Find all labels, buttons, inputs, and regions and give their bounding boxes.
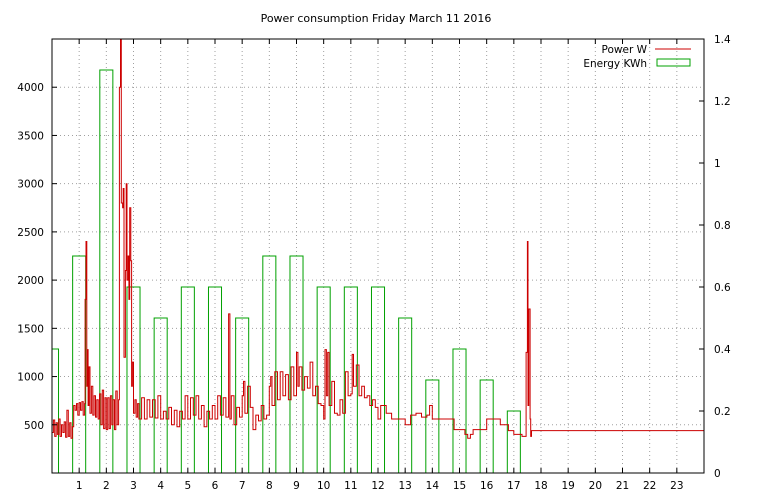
x-tick-label: 7: [239, 480, 246, 492]
y2-tick-label: 1.4: [714, 34, 731, 46]
x-tick-label: 2: [103, 480, 110, 492]
y-tick-label: 4000: [17, 82, 44, 94]
legend: Power W Energy KWh: [583, 44, 691, 70]
x-tick-label: 12: [371, 480, 384, 492]
x-tick-label: 19: [561, 480, 574, 492]
axes: 1 2 3 4 5 6 7 8 9 10 11 12 13 14 15 16 17 18 19 20 21 22 23500…: [17, 34, 731, 492]
energy-bar: [51, 348, 60, 474]
x-tick-label: 20: [589, 480, 602, 492]
y2-tick-label: 0.8: [714, 220, 731, 232]
y-tick-label: 2500: [17, 227, 44, 239]
energy-bar: [72, 255, 87, 474]
x-tick-label: 8: [266, 480, 273, 492]
x-tick-label: 4: [157, 480, 164, 492]
y2-tick-label: 0.6: [714, 282, 731, 294]
y-tick-label: 1000: [17, 372, 44, 384]
x-tick-label: 9: [293, 480, 300, 492]
y2-tick-label: 0.4: [714, 344, 731, 356]
x-tick-label: 6: [212, 480, 219, 492]
energy-bar: [262, 255, 277, 474]
y-tick-label: 500: [24, 420, 44, 432]
y2-tick-label: 0: [714, 468, 721, 480]
power-line-layer: [52, 38, 704, 439]
x-tick-label: 11: [344, 480, 357, 492]
y2-tick-label: 1: [714, 158, 721, 170]
legend-swatch-energy: [656, 58, 691, 67]
y2-tick-label: 1.2: [714, 96, 731, 108]
x-tick-label: 5: [184, 480, 191, 492]
x-tick-label: 17: [507, 480, 520, 492]
x-tick-label: 13: [398, 480, 411, 492]
x-tick-label: 23: [670, 480, 683, 492]
y-tick-label: 1500: [17, 323, 44, 335]
y-tick-label: 2000: [17, 275, 44, 287]
energy-bars: [51, 69, 521, 474]
chart-title: Power consumption Friday March 11 2016: [261, 12, 492, 25]
y-tick-label: 3500: [17, 130, 44, 142]
x-tick-label: 18: [534, 480, 547, 492]
x-tick-label: 10: [317, 480, 330, 492]
y2-tick-label: 0.2: [714, 406, 731, 418]
x-tick-label: 14: [426, 480, 440, 492]
x-tick-label: 1: [76, 480, 83, 492]
x-tick-label: 21: [616, 480, 629, 492]
legend-label-energy: Energy KWh: [583, 58, 647, 70]
x-tick-label: 16: [480, 480, 494, 492]
power-line: [52, 38, 704, 439]
y-tick-label: 3000: [17, 179, 44, 191]
x-tick-label: 3: [130, 480, 137, 492]
legend-label-power: Power W: [602, 44, 648, 56]
x-tick-label: 15: [453, 480, 466, 492]
x-tick-label: 22: [643, 480, 656, 492]
